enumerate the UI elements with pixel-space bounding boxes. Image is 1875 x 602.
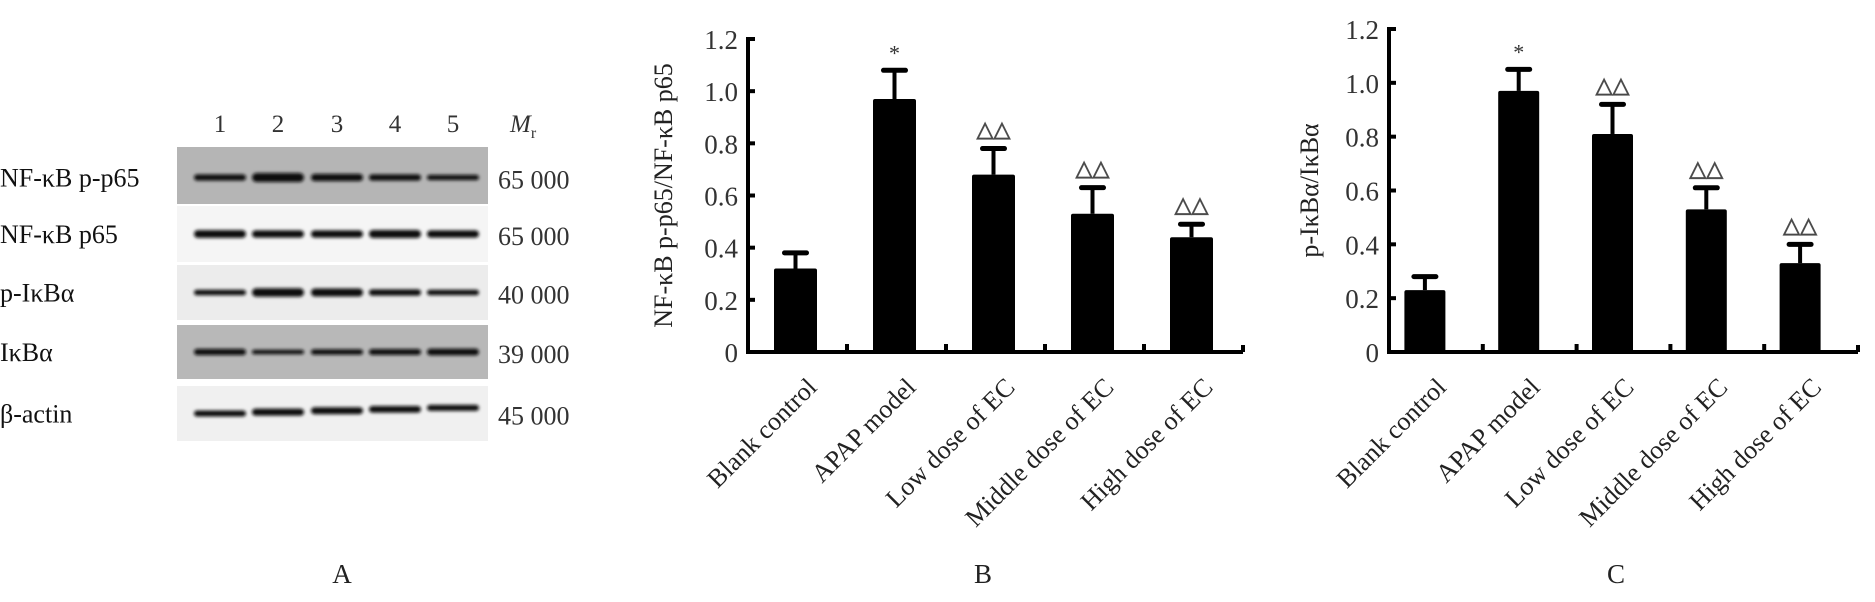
y-tick-label: 0.4	[1345, 230, 1379, 260]
protein-band	[369, 349, 421, 355]
molecular-weight: 45 000	[498, 402, 570, 431]
significance-marker: *	[1513, 39, 1524, 64]
bar	[1498, 90, 1540, 353]
significance-marker: △△	[1596, 72, 1630, 97]
protein-band	[252, 288, 304, 297]
x-category-label: Blank control	[701, 372, 822, 493]
protein-label: β-actin	[0, 400, 72, 429]
protein-band	[194, 230, 246, 238]
protein-band	[427, 230, 479, 238]
protein-label: NF-κB p65	[0, 220, 118, 249]
panel-label: C	[1607, 559, 1625, 589]
molecular-weight: 65 000	[498, 166, 570, 195]
protein-band	[369, 405, 421, 413]
y-tick-label: 0	[1366, 338, 1380, 368]
protein-band	[427, 289, 479, 296]
protein-label: IκBα	[0, 338, 53, 367]
y-tick-label: 1.2	[1345, 15, 1379, 45]
protein-band	[194, 289, 246, 296]
bar	[972, 174, 1015, 352]
lane-number: 5	[447, 111, 460, 138]
bar	[873, 98, 916, 352]
y-axis-label: p-IκBα/IκBα	[1295, 123, 1324, 258]
lane-number: 2	[272, 111, 285, 138]
protein-band	[369, 289, 421, 296]
significance-marker: *	[889, 40, 900, 65]
protein-band	[252, 172, 304, 183]
protein-band	[194, 410, 246, 417]
lane-number: 3	[331, 111, 344, 138]
bar	[1592, 133, 1633, 352]
molecular-weight: 40 000	[498, 281, 570, 310]
bar	[774, 268, 817, 352]
y-axis-label: NF-κB p-p65/NF-κB p65	[649, 63, 678, 328]
western-blot-panel: 1 2 3 4 5 Mr NF-κB p-p65 65 000 NF-κB p65 65 000 p…	[0, 111, 570, 589]
significance-marker: △△	[1783, 212, 1817, 237]
x-category-label: Blank control	[1331, 372, 1452, 493]
protein-label: p-IκBα	[0, 279, 75, 308]
y-tick-label: 0.4	[704, 234, 738, 264]
molecular-weight: 39 000	[498, 340, 570, 369]
significance-marker: △△	[1689, 156, 1723, 181]
significance-marker: △△	[977, 117, 1011, 142]
y-tick-label: 0.8	[1345, 123, 1379, 153]
protein-band	[427, 174, 479, 181]
protein-band	[427, 348, 479, 356]
protein-band	[311, 288, 363, 297]
protein-label: NF-κB p-p65	[0, 164, 140, 193]
y-tick-label: 0.6	[1345, 177, 1379, 207]
protein-band	[252, 408, 304, 416]
bar	[1071, 213, 1114, 352]
bar	[1170, 237, 1213, 352]
y-tick-label: 0.6	[704, 182, 738, 212]
lane-number: 1	[214, 111, 227, 138]
y-tick-label: 0.2	[1345, 284, 1379, 314]
significance-marker: △△	[1076, 156, 1110, 181]
panel-label: B	[974, 559, 992, 589]
y-tick-label: 0.8	[704, 129, 738, 159]
protein-band	[194, 348, 246, 356]
panel-label: A	[332, 559, 352, 589]
protein-band	[427, 404, 479, 411]
protein-band	[194, 174, 246, 181]
lane-number: 4	[389, 111, 402, 138]
y-tick-label: 0.2	[704, 286, 738, 316]
protein-band	[252, 349, 304, 355]
bar	[1685, 209, 1727, 352]
y-tick-label: 0	[725, 338, 739, 368]
mr-label: M	[509, 111, 532, 138]
protein-band	[311, 230, 363, 238]
significance-marker: △△	[1175, 192, 1209, 217]
protein-band	[369, 229, 421, 239]
mr-subscript: r	[531, 125, 537, 142]
y-tick-label: 1.0	[704, 77, 738, 107]
protein-band	[252, 230, 304, 238]
y-tick-label: 1.2	[704, 25, 738, 55]
protein-band	[369, 174, 421, 181]
y-tick-label: 1.0	[1345, 69, 1379, 99]
bar	[1404, 290, 1446, 352]
mr-header: Mr	[509, 111, 537, 142]
molecular-weight: 65 000	[498, 222, 570, 251]
protein-band	[311, 407, 363, 415]
protein-band	[311, 173, 363, 182]
bar	[1779, 263, 1821, 352]
protein-band	[311, 349, 363, 355]
